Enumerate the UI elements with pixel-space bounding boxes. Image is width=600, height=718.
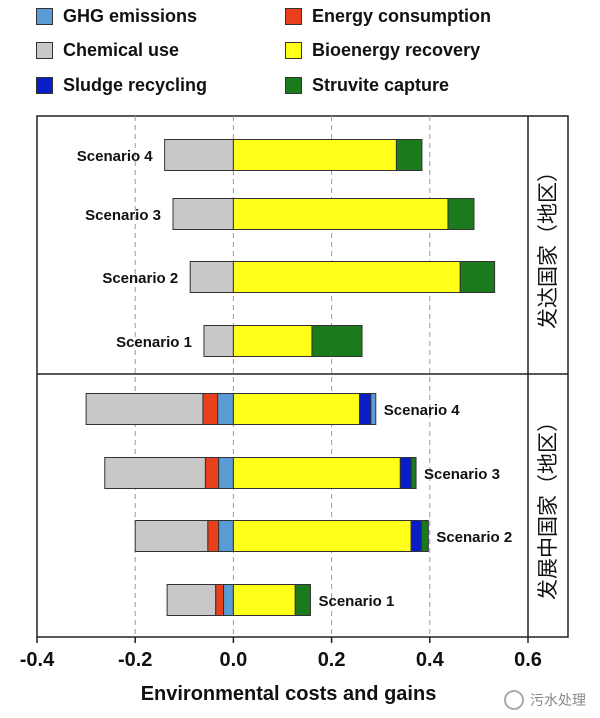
legend-item-energy-consumption: Energy consumption xyxy=(285,6,491,27)
legend-item-ghg-emissions: GHG emissions xyxy=(36,6,197,27)
x-tick-label: 0.0 xyxy=(219,649,247,671)
x-tick-label: 0.4 xyxy=(416,649,445,671)
legend-label: Sludge recycling xyxy=(63,75,208,95)
bar-segment-struvite-capture xyxy=(410,457,417,489)
legend-label: Bioenergy recovery xyxy=(312,40,481,60)
bar-segment-struvite-capture xyxy=(459,261,496,293)
legend-label: Struvite capture xyxy=(312,75,450,95)
bar-segment-bioenergy-recovery xyxy=(232,520,412,552)
bar-segment-chemical-use xyxy=(203,325,234,357)
bar-segment-ghg-emissions xyxy=(370,393,377,425)
watermark-text: 污水处理 xyxy=(530,693,586,709)
scenario-label: Scenario 2 xyxy=(102,270,178,287)
bar-segment-chemical-use xyxy=(166,584,217,616)
legend-swatch xyxy=(36,42,53,59)
bar-segment-bioenergy-recovery xyxy=(232,457,401,489)
bar-segment-chemical-use xyxy=(189,261,234,293)
bar-segment-energy-consumption xyxy=(202,393,219,425)
legend-item-sludge-recycling: Sludge recycling xyxy=(36,75,207,96)
chart-legend: GHG emissions Energy consumption Chemica… xyxy=(0,0,600,110)
x-tick-label: 0.2 xyxy=(318,649,346,671)
legend-item-chemical-use: Chemical use xyxy=(36,40,179,61)
bar-segment-struvite-capture xyxy=(395,139,423,171)
bar-segment-bioenergy-recovery xyxy=(232,139,397,171)
legend-label: Energy consumption xyxy=(312,6,492,26)
scenario-label: Scenario 4 xyxy=(384,402,461,419)
x-tick-label: -0.4 xyxy=(20,649,55,671)
scenario-label: Scenario 3 xyxy=(424,466,500,483)
bar-segment-sludge-recycling xyxy=(410,520,422,552)
legend-swatch xyxy=(285,8,302,25)
wechat-icon xyxy=(504,690,524,710)
legend-item-bioenergy-recovery: Bioenergy recovery xyxy=(285,40,480,61)
bar-segment-struvite-capture xyxy=(447,198,475,230)
bar-segment-energy-consumption xyxy=(207,520,220,552)
bar-segment-sludge-recycling xyxy=(359,393,372,425)
scenario-label: Scenario 1 xyxy=(116,334,192,351)
bar-segment-ghg-emissions xyxy=(218,457,234,489)
legend-swatch xyxy=(36,8,53,25)
panel-side-label: 发达国家（地区） xyxy=(536,161,560,329)
bar-segment-energy-consumption xyxy=(204,457,220,489)
legend-label: Chemical use xyxy=(63,40,180,60)
legend-label: GHG emissions xyxy=(63,6,198,26)
bar-segment-chemical-use xyxy=(164,139,234,171)
scenario-label: Scenario 3 xyxy=(85,207,161,224)
legend-swatch xyxy=(285,42,302,59)
scenario-label: Scenario 2 xyxy=(436,529,512,546)
bar-segment-bioenergy-recovery xyxy=(232,584,296,616)
bar-segment-chemical-use xyxy=(104,457,206,489)
bar-segment-ghg-emissions xyxy=(217,393,234,425)
bar-segment-bioenergy-recovery xyxy=(232,261,461,293)
bar-segment-bioenergy-recovery xyxy=(232,198,449,230)
scenario-label: Scenario 4 xyxy=(77,148,154,165)
x-tick-label: -0.2 xyxy=(118,649,152,671)
bar-segment-energy-consumption xyxy=(215,584,225,616)
legend-item-struvite-capture: Struvite capture xyxy=(285,75,449,96)
bar-segment-chemical-use xyxy=(134,520,209,552)
bar-segment-struvite-capture xyxy=(420,520,429,552)
x-tick-label: 0.6 xyxy=(514,649,542,671)
panel-side-label: 发展中国家（地区） xyxy=(536,411,560,600)
bar-segment-ghg-emissions xyxy=(218,520,234,552)
bar-segment-bioenergy-recovery xyxy=(232,325,313,357)
bar-segment-bioenergy-recovery xyxy=(232,393,361,425)
watermark: 污水处理 xyxy=(504,690,586,710)
bar-segment-struvite-capture xyxy=(311,325,363,357)
bar-segment-chemical-use xyxy=(172,198,234,230)
bar-segment-struvite-capture xyxy=(294,584,311,616)
bar-segment-chemical-use xyxy=(85,393,204,425)
x-axis-title: Environmental costs and gains xyxy=(141,683,437,705)
plot-frame xyxy=(36,115,569,638)
scenario-label: Scenario 1 xyxy=(318,593,394,610)
bar-segment-sludge-recycling xyxy=(399,457,412,489)
legend-swatch xyxy=(36,77,53,94)
legend-swatch xyxy=(285,77,302,94)
bar-segment-ghg-emissions xyxy=(223,584,234,616)
